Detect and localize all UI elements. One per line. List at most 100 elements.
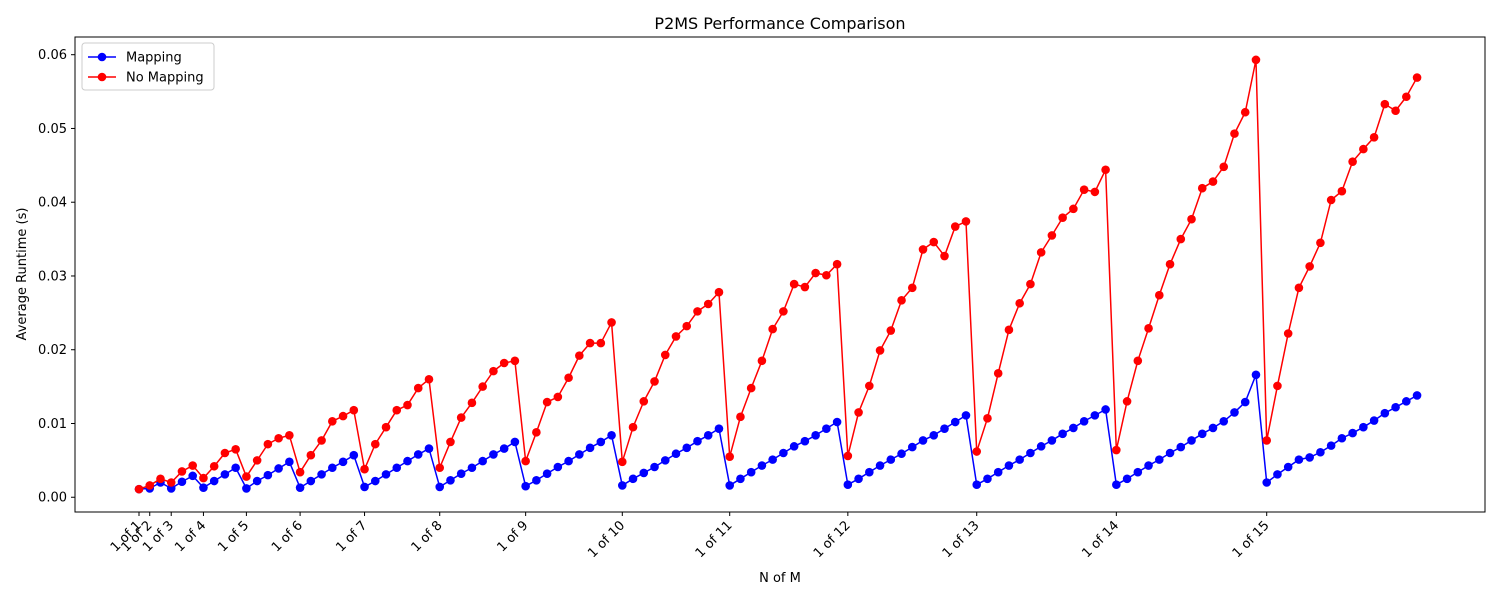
series-1-point-103	[1240, 107, 1250, 117]
series-0-point-29	[446, 475, 455, 485]
series-0-point-42	[585, 443, 595, 453]
series-1-point-112	[1337, 186, 1347, 196]
series-1-point-22	[370, 439, 380, 449]
series-0-point-81	[1004, 461, 1014, 470]
series-1-point-108	[1294, 283, 1304, 293]
series-0-point-16	[306, 476, 316, 486]
series-0-point-33	[489, 450, 498, 459]
series-1-point-7	[209, 461, 219, 471]
series-1-point-83	[1026, 279, 1035, 289]
legend-label-no-mapping: No Mapping	[126, 71, 204, 86]
legend-marker-mapping	[97, 52, 107, 62]
series-0-point-88	[1079, 416, 1089, 426]
series-1-point-68	[865, 381, 874, 391]
series-1-point-104	[1251, 55, 1261, 65]
series-0-point-15	[295, 483, 305, 492]
series-0-point-87	[1069, 423, 1078, 433]
series-1-point-3	[166, 478, 176, 487]
series-1-point-58	[757, 356, 767, 366]
series-1-point-59	[768, 324, 777, 334]
series-0-point-25	[403, 456, 412, 466]
series-0-point-5	[188, 471, 197, 481]
series-0-point-62	[800, 436, 810, 446]
series-0-point-52	[693, 436, 702, 446]
series-0-point-115	[1369, 416, 1379, 425]
series-1-point-64	[822, 270, 831, 280]
series-1-point-70	[886, 326, 896, 335]
series-1-point-102	[1230, 129, 1239, 138]
series-0-point-37	[532, 475, 541, 485]
series-1-point-113	[1348, 157, 1357, 166]
series-1-point-86	[1058, 213, 1067, 223]
series-0-point-80	[993, 467, 1003, 477]
series-1-point-109	[1305, 262, 1314, 271]
series-1-point-1	[145, 481, 155, 490]
series-1-point-2	[156, 474, 165, 484]
series-0-point-26	[413, 450, 423, 459]
series-0-point-49	[660, 456, 670, 465]
series-0-point-73	[918, 436, 928, 445]
series-1-point-67	[854, 408, 863, 417]
series-0-point-90	[1101, 405, 1110, 414]
series-0-point-4	[177, 477, 187, 487]
series-0-point-55	[725, 481, 734, 490]
series-0-point-113	[1348, 428, 1357, 438]
series-0-point-51	[682, 443, 692, 453]
series-0-point-65	[832, 417, 842, 427]
series-0-point-116	[1380, 408, 1390, 418]
series-1-point-29	[446, 437, 455, 447]
series-0-point-109	[1305, 453, 1314, 462]
y-axis-label: Average Runtime (s)	[15, 208, 30, 341]
series-0-point-117	[1391, 402, 1400, 412]
series-1-point-111	[1326, 195, 1336, 205]
series-0-point-58	[757, 461, 767, 470]
series-1-point-53	[703, 299, 713, 309]
series-1-point-107	[1283, 329, 1293, 338]
series-0-point-48	[650, 462, 659, 472]
series-0-point-69	[875, 461, 885, 470]
series-1-point-63	[811, 268, 820, 278]
series-1-point-28	[435, 463, 445, 473]
series-0-point-61	[789, 442, 799, 451]
series-0-point-107	[1283, 462, 1293, 472]
series-1-point-76	[950, 222, 960, 231]
series-0-point-13	[274, 464, 283, 473]
series-0-point-83	[1026, 448, 1035, 458]
series-0-point-101	[1219, 416, 1229, 426]
series-1-point-81	[1004, 325, 1014, 335]
series-1-point-110	[1316, 238, 1325, 248]
series-1-point-17	[317, 436, 326, 445]
series-1-point-79	[983, 414, 992, 423]
series-0-point-119	[1412, 391, 1422, 400]
series-0-point-70	[886, 455, 896, 464]
series-1-point-0	[134, 484, 144, 494]
y-tick-label-1: 0.01	[38, 417, 67, 432]
series-1-point-42	[585, 338, 595, 348]
series-0-point-7	[209, 476, 219, 486]
series-1-point-82	[1015, 298, 1024, 308]
series-0-point-99	[1197, 429, 1207, 439]
series-0-point-82	[1015, 455, 1024, 464]
y-tick-label-6: 0.06	[38, 48, 67, 63]
series-1-point-65	[832, 259, 842, 269]
series-1-point-71	[897, 296, 906, 305]
series-0-point-112	[1337, 433, 1347, 443]
series-0-point-118	[1402, 397, 1411, 406]
series-0-point-18	[328, 463, 337, 473]
series-0-point-95	[1155, 455, 1164, 464]
series-1-point-115	[1369, 133, 1379, 142]
series-1-point-21	[360, 464, 369, 474]
series-1-point-41	[575, 351, 584, 360]
series-0-point-114	[1359, 422, 1368, 432]
series-1-point-75	[940, 251, 949, 261]
series-0-point-31	[467, 463, 477, 473]
series-0-point-93	[1133, 467, 1143, 477]
series-1-point-14	[285, 430, 294, 440]
series-0-point-97	[1176, 442, 1186, 452]
series-1-point-95	[1155, 290, 1164, 300]
series-0-point-77	[961, 411, 971, 420]
series-0-point-22	[370, 476, 380, 486]
y-tick-label-5: 0.05	[38, 122, 67, 137]
series-0-point-36	[521, 481, 530, 491]
